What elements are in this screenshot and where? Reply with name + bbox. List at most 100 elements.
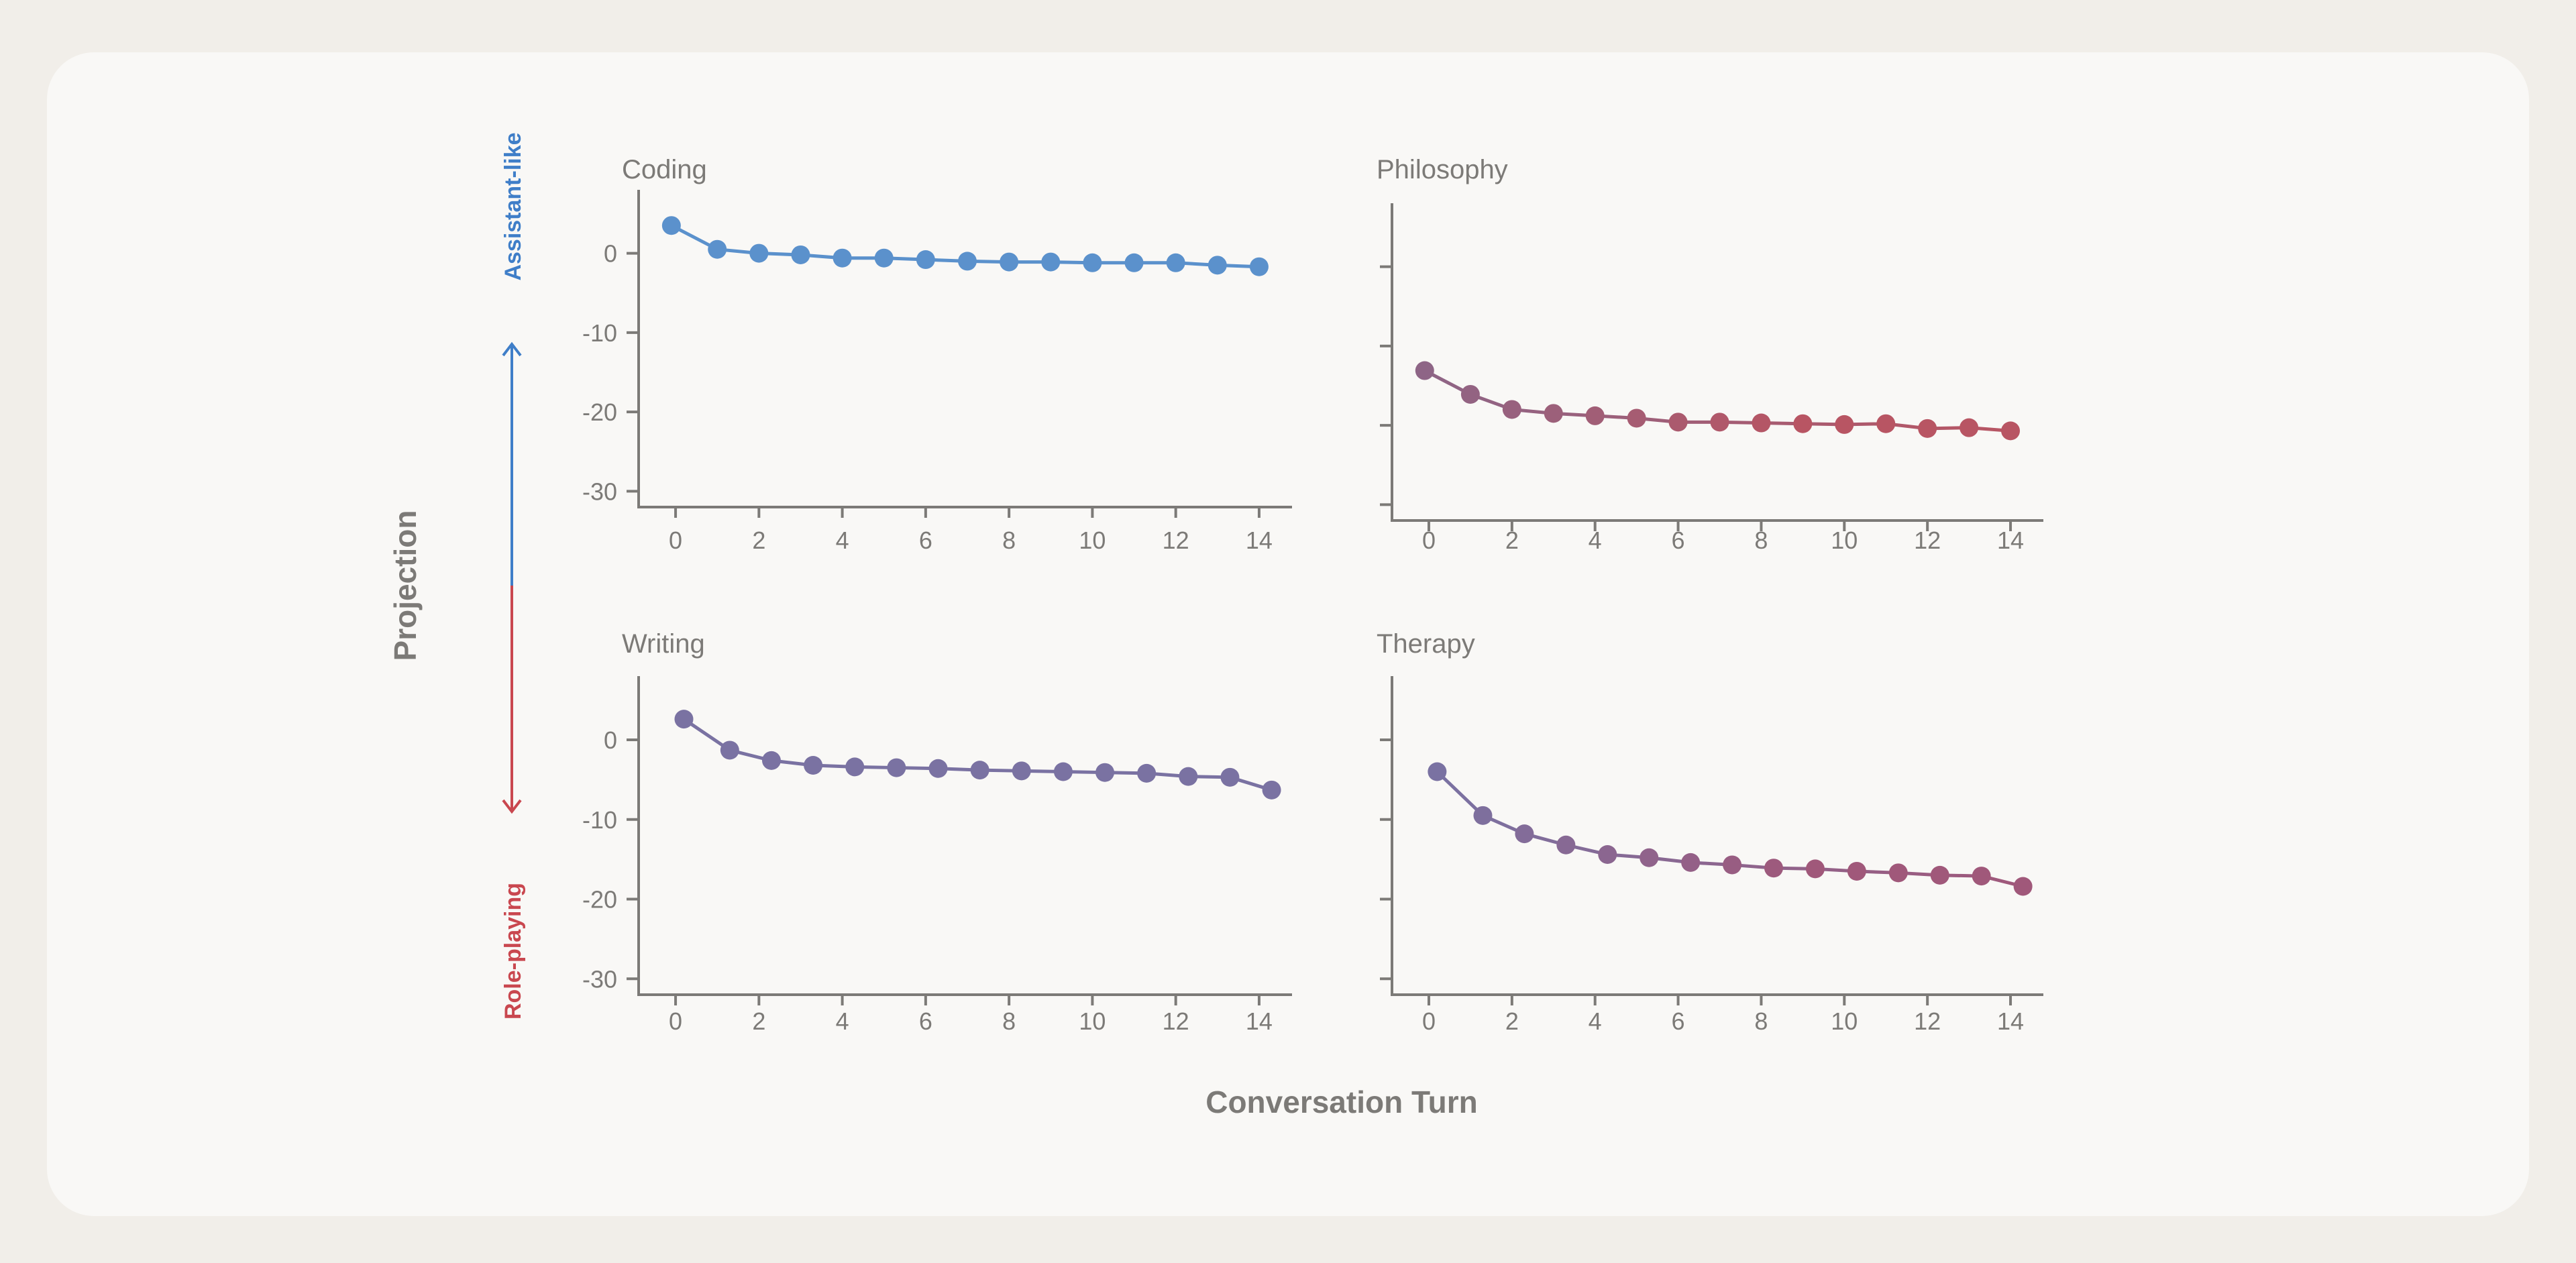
data-point bbox=[1585, 406, 1605, 425]
data-point bbox=[749, 243, 769, 263]
data-point bbox=[1012, 761, 1031, 781]
data-point bbox=[674, 710, 694, 729]
data-point bbox=[1515, 824, 1534, 844]
direction-indicator: Assistant-like Role-playing bbox=[500, 132, 526, 1020]
data-point bbox=[1000, 252, 1019, 272]
x-tick-label: 6 bbox=[919, 527, 932, 554]
x-tick-label: 10 bbox=[1079, 1007, 1106, 1035]
panel-therapy: Therapy 0 2 4 6 8 10 12 14 bbox=[1377, 629, 2043, 1035]
data-point bbox=[1764, 859, 1784, 878]
data-point bbox=[1460, 384, 1480, 404]
x-tick-label: 2 bbox=[1505, 527, 1519, 554]
x-tick-label: 0 bbox=[669, 1007, 682, 1035]
panel-coding: Coding 0 -10 -20 -30 0 2 4 6 8 10 12 14 bbox=[582, 155, 1292, 554]
x-tick-label: 0 bbox=[1422, 527, 1436, 554]
x-tick-label: 8 bbox=[1002, 527, 1016, 554]
axis-frame bbox=[637, 676, 1292, 996]
data-point bbox=[720, 740, 739, 760]
panel-title: Writing bbox=[622, 629, 705, 659]
x-tick-label: 10 bbox=[1079, 527, 1106, 554]
data-point bbox=[804, 756, 823, 775]
panel-philosophy: Philosophy 0 2 4 6 8 10 12 14 bbox=[1377, 155, 2043, 554]
data-point bbox=[1627, 408, 1646, 428]
x-tick-label: 4 bbox=[1589, 1007, 1602, 1035]
y-tick-label: -30 bbox=[582, 478, 617, 505]
x-tick-label: 14 bbox=[1997, 527, 2024, 554]
panels: Coding 0 -10 -20 -30 0 2 4 6 8 10 12 14 Philosophy 0 2 4… bbox=[582, 155, 2043, 1035]
y-tick-label: -20 bbox=[582, 398, 617, 426]
data-point bbox=[1249, 257, 1269, 276]
data-point bbox=[1415, 361, 1434, 380]
data-point bbox=[1930, 865, 1949, 885]
data-point bbox=[887, 758, 906, 777]
axis-frame bbox=[1391, 203, 2043, 522]
data-point bbox=[1556, 835, 1576, 855]
data-point bbox=[661, 216, 681, 235]
data-point bbox=[1095, 763, 1115, 782]
y-tick-label: 0 bbox=[604, 240, 617, 268]
x-tick-label: 14 bbox=[1246, 1007, 1273, 1035]
x-tick-label: 12 bbox=[1163, 1007, 1189, 1035]
x-tick-label: 4 bbox=[836, 527, 849, 554]
data-point bbox=[708, 239, 727, 259]
data-point bbox=[928, 759, 948, 778]
data-point bbox=[1083, 253, 1102, 272]
data-point bbox=[1710, 413, 1729, 432]
data-point bbox=[1262, 780, 1281, 800]
data-point bbox=[1053, 762, 1073, 781]
data-point bbox=[1544, 404, 1563, 423]
axis-frame bbox=[1391, 676, 2043, 996]
x-tick-label: 2 bbox=[1505, 1007, 1519, 1035]
figure-card: Projection Assistant-like Role-playing C… bbox=[47, 52, 2529, 1216]
x-tick-label: 0 bbox=[669, 527, 682, 554]
x-tick-label: 2 bbox=[752, 1007, 765, 1035]
direction-arrow-up-head bbox=[502, 341, 522, 357]
y-tick-label: -30 bbox=[582, 965, 617, 993]
data-point bbox=[1805, 859, 1825, 879]
data-point bbox=[1835, 415, 1854, 434]
y-tick-label: -10 bbox=[582, 319, 617, 347]
panel-title: Philosophy bbox=[1377, 155, 1508, 184]
data-point bbox=[2013, 877, 2033, 896]
data-point bbox=[845, 757, 865, 777]
data-point bbox=[1972, 867, 1991, 886]
data-point bbox=[1502, 400, 1521, 419]
data-point bbox=[1723, 855, 1742, 875]
x-tick-label: 10 bbox=[1831, 1007, 1858, 1035]
panel-writing: Writing 0 -10 -20 -30 0 2 4 6 8 10 12 14 bbox=[582, 629, 1292, 1035]
data-point bbox=[1681, 853, 1701, 872]
data-point bbox=[1668, 413, 1688, 432]
small-multiples-chart: Projection Assistant-like Role-playing C… bbox=[388, 132, 2043, 1119]
data-point bbox=[1640, 848, 1659, 867]
x-tick-label: 2 bbox=[752, 527, 765, 554]
x-axis-title: Conversation Turn bbox=[1205, 1085, 1478, 1119]
y-axis-title: Projection bbox=[388, 510, 423, 661]
data-point bbox=[958, 252, 977, 271]
panel-title: Coding bbox=[622, 155, 707, 184]
direction-label-assistant: Assistant-like bbox=[500, 132, 526, 280]
data-point bbox=[1166, 253, 1185, 272]
x-tick-label: 14 bbox=[1246, 527, 1273, 554]
data-point bbox=[1847, 861, 1866, 881]
direction-arrow-down-head bbox=[502, 799, 522, 814]
x-tick-label: 14 bbox=[1997, 1007, 2024, 1035]
x-tick-label: 12 bbox=[1914, 1007, 1941, 1035]
data-point bbox=[1960, 418, 1979, 437]
data-point bbox=[1220, 767, 1240, 787]
x-tick-label: 8 bbox=[1002, 1007, 1016, 1035]
data-point bbox=[1124, 253, 1144, 272]
data-point bbox=[1598, 845, 1617, 864]
x-tick-label: 10 bbox=[1831, 527, 1858, 554]
x-tick-label: 0 bbox=[1422, 1007, 1436, 1035]
data-point bbox=[1888, 863, 1908, 883]
x-tick-label: 12 bbox=[1163, 527, 1189, 554]
x-tick-label: 6 bbox=[919, 1007, 932, 1035]
data-point bbox=[1752, 413, 1771, 433]
data-point bbox=[1041, 252, 1061, 272]
data-point bbox=[1918, 419, 1937, 438]
data-point bbox=[874, 248, 894, 268]
data-point bbox=[1428, 762, 1447, 781]
data-point bbox=[970, 761, 989, 780]
x-tick-label: 8 bbox=[1754, 527, 1768, 554]
data-point bbox=[761, 751, 781, 770]
